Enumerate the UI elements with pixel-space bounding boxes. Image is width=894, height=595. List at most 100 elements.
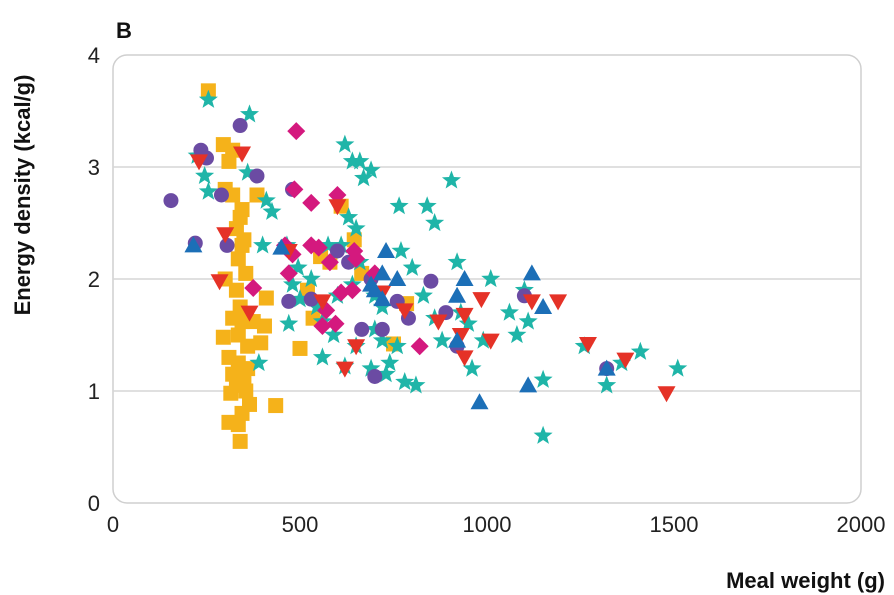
data-point xyxy=(253,335,269,351)
data-point xyxy=(238,162,258,181)
data-point xyxy=(395,372,415,391)
data-point xyxy=(324,325,344,344)
data-point xyxy=(458,313,478,332)
y-tick-label: 1 xyxy=(88,379,100,404)
data-point xyxy=(455,270,474,286)
data-point xyxy=(451,328,470,344)
data-point xyxy=(448,331,467,348)
data-point xyxy=(305,310,321,326)
y-axis-title: Energy density (kcal/g) xyxy=(10,75,35,316)
data-point xyxy=(518,311,538,330)
data-point xyxy=(657,386,676,403)
data-point xyxy=(481,269,501,288)
data-point xyxy=(258,290,274,306)
y-tick-labels: 0 1 2 3 4 xyxy=(88,43,100,516)
data-point xyxy=(374,321,390,337)
data-point xyxy=(455,350,474,367)
data-point xyxy=(347,249,366,268)
data-point xyxy=(313,317,332,336)
data-point xyxy=(268,398,284,414)
data-point xyxy=(533,425,553,444)
data-point xyxy=(309,238,328,257)
y-tick-label: 2 xyxy=(88,267,100,292)
data-point xyxy=(335,361,354,378)
data-point xyxy=(232,118,248,134)
data-point xyxy=(389,196,409,215)
data-point xyxy=(534,298,553,314)
data-point xyxy=(240,305,259,322)
data-point xyxy=(367,368,383,384)
data-point xyxy=(335,134,355,153)
data-point xyxy=(499,302,519,321)
data-point xyxy=(184,236,203,253)
data-point xyxy=(365,319,385,338)
data-point xyxy=(326,314,345,333)
data-point xyxy=(216,227,235,244)
data-point xyxy=(279,264,298,283)
data-point xyxy=(347,339,366,356)
data-point xyxy=(507,325,527,344)
x-tick-label: 2000 xyxy=(837,512,886,537)
data-point xyxy=(223,385,239,401)
data-point xyxy=(380,353,400,372)
data-point xyxy=(549,294,568,311)
data-point xyxy=(612,353,632,372)
x-axis-title: Meal weight (g) xyxy=(726,568,885,593)
data-point xyxy=(198,181,218,200)
data-point xyxy=(244,278,263,297)
data-point xyxy=(331,235,351,254)
data-point xyxy=(320,253,339,272)
data-point xyxy=(256,190,276,209)
data-point xyxy=(256,318,272,334)
data-point xyxy=(230,417,246,433)
data-point xyxy=(287,122,306,141)
data-point xyxy=(195,165,215,185)
data-point xyxy=(230,327,246,343)
data-point xyxy=(290,289,310,308)
data-point xyxy=(285,180,304,199)
data-point xyxy=(272,238,291,255)
data-point xyxy=(219,237,235,253)
data-point xyxy=(462,358,482,377)
data-point xyxy=(346,218,366,237)
x-tick-label: 500 xyxy=(282,512,319,537)
data-point xyxy=(234,237,250,253)
data-point xyxy=(447,252,467,271)
data-point xyxy=(249,353,269,372)
data-point xyxy=(301,269,321,288)
x-tick-label: 0 xyxy=(107,512,119,537)
data-point xyxy=(578,336,597,353)
data-point xyxy=(373,264,392,281)
data-point xyxy=(240,104,260,123)
data-point xyxy=(423,273,439,289)
data-point xyxy=(198,89,218,108)
data-point xyxy=(448,286,467,303)
data-point xyxy=(350,151,370,170)
data-point xyxy=(481,333,500,350)
data-point xyxy=(332,283,351,302)
data-point xyxy=(413,285,433,304)
data-point xyxy=(281,293,297,309)
data-point xyxy=(233,146,252,163)
data-point xyxy=(441,170,461,189)
data-point xyxy=(372,330,392,349)
data-point xyxy=(361,160,381,179)
data-point xyxy=(253,235,273,254)
data-point xyxy=(339,207,359,226)
y-tick-label: 4 xyxy=(88,43,100,68)
data-point xyxy=(417,196,437,215)
data-point xyxy=(365,281,384,298)
data-point xyxy=(455,307,474,324)
data-point xyxy=(292,340,308,356)
data-point xyxy=(522,264,541,281)
data-point xyxy=(395,303,414,320)
data-point xyxy=(238,265,254,281)
data-point xyxy=(232,433,248,449)
data-point xyxy=(302,193,321,212)
data-point xyxy=(329,243,345,259)
data-point xyxy=(473,330,493,349)
data-point xyxy=(354,168,374,187)
data-point xyxy=(391,241,411,260)
data-point xyxy=(307,297,327,316)
